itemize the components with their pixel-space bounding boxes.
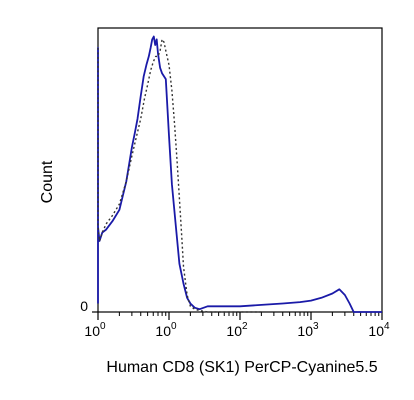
- y-axis-title: Count: [39, 160, 56, 203]
- x-axis-ticks: 100 100 102 103 104: [84, 312, 390, 339]
- y-axis-ticks: 0: [80, 298, 98, 314]
- x-tick-label: 103: [297, 321, 319, 339]
- control-histogram-line: [97, 38, 262, 313]
- x-axis-title: Human CD8 (SK1) PerCP-Cyanine5.5: [106, 359, 377, 376]
- x-tick-label: 100: [155, 321, 177, 339]
- y-tick-label: 0: [80, 298, 88, 314]
- series-layer: [97, 35, 382, 313]
- x-tick-label: 102: [226, 321, 248, 339]
- x-tick-label: 100: [84, 321, 106, 339]
- plot-frame: [97, 27, 383, 313]
- x-tick-label: 104: [368, 321, 390, 339]
- stained-histogram-line: [97, 35, 382, 313]
